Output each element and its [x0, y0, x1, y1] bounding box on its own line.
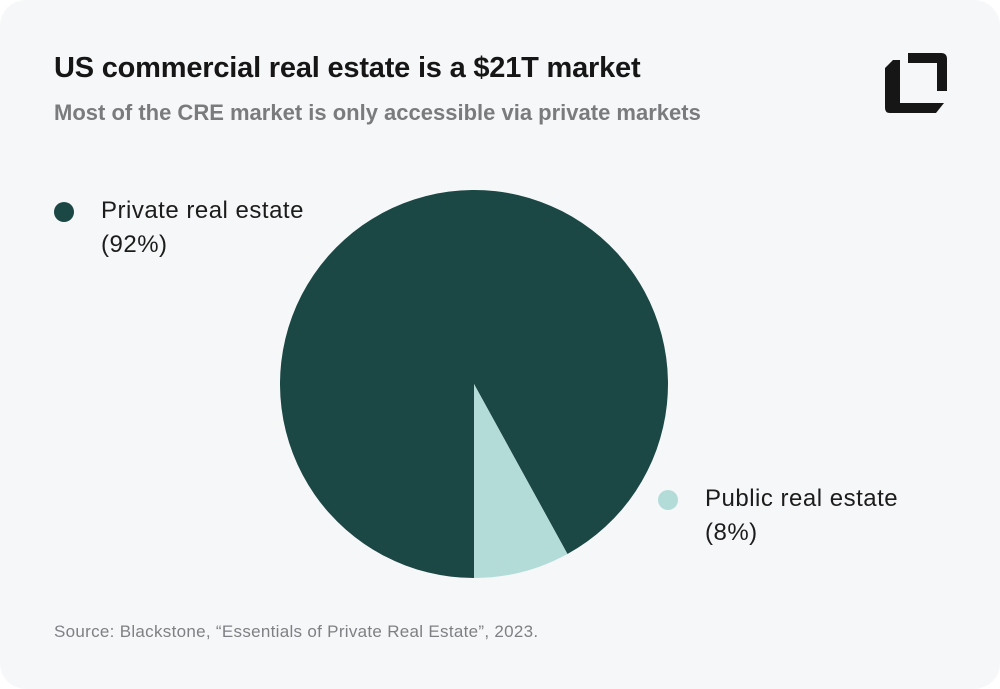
legend-swatch-private [54, 202, 74, 222]
chart-title: US commercial real estate is a $21T mark… [54, 52, 641, 84]
legend-label-private: Private real estate [101, 197, 304, 224]
pie-slice-public-real-estate [474, 384, 568, 578]
pie-slice-private-real-estate [279, 189, 668, 579]
legend-public: Public real estate (8%) [658, 482, 899, 550]
legend-label-public: Public real estate [705, 485, 899, 512]
chart-subtitle: Most of the CRE market is only accessibl… [54, 100, 701, 125]
legend-value-public: (8%) [705, 519, 758, 546]
brand-logo [885, 53, 947, 113]
legend-swatch-public [658, 490, 678, 510]
legend-private: Private real estate (92%) [54, 194, 304, 262]
source-note: Source: Blackstone, “Essentials of Priva… [54, 622, 539, 641]
legend-value-private: (92%) [101, 231, 168, 258]
